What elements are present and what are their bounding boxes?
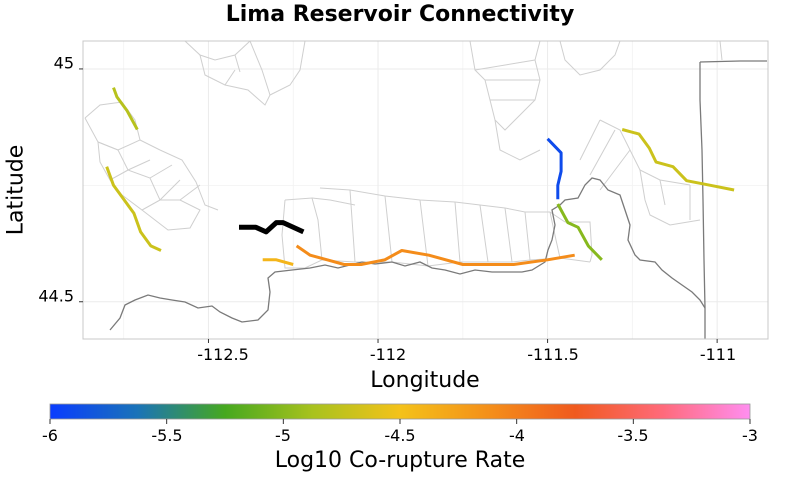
rupture-segment: [239, 220, 305, 235]
fault-outline: [269, 41, 306, 96]
colorbar-tick-label: -5: [275, 426, 291, 445]
rupture-segment: [546, 137, 563, 200]
fault-outline: [579, 119, 631, 191]
rupture-segment: [295, 244, 575, 266]
fault-outline: [84, 101, 141, 151]
colorbar-tick-label: -4.5: [384, 426, 416, 445]
fault-outline: [549, 211, 593, 263]
colorbar-tick-label: -3: [742, 426, 758, 445]
x-tick-label: -111.5: [527, 345, 579, 364]
colorbar: [49, 403, 751, 420]
fault-outline: [141, 199, 201, 231]
y-axis-label: Latitude: [3, 144, 29, 236]
fault-outline: [127, 139, 201, 201]
chart-title: Lima Reservoir Connectivity: [225, 2, 575, 27]
x-tick-label: -112: [369, 345, 407, 364]
state-boundary-line: [699, 60, 767, 63]
panel-border: [82, 40, 769, 340]
rupture-segment: [105, 166, 162, 252]
fault-outline: [199, 41, 271, 106]
fault-outline: [281, 197, 323, 269]
rupture-segment: [112, 87, 139, 131]
fault-outline: [719, 41, 723, 61]
colorbar-tick-label: -4: [509, 426, 525, 445]
fault-subsection-outlines: [84, 41, 723, 269]
state-boundary-line: [699, 62, 706, 339]
fault-outline: [659, 179, 691, 220]
colorbar-tick-label: -3.5: [617, 426, 649, 445]
fault-outline: [494, 119, 541, 161]
y-tick-label: 45: [53, 53, 74, 73]
y-tick-label: 44.5: [38, 286, 74, 306]
colorbar-tick-label: -6: [42, 426, 58, 445]
x-tick-label: -111: [699, 345, 737, 364]
x-axis-label: Longitude: [370, 368, 480, 393]
x-tick-label: -112.5: [197, 345, 249, 364]
fault-outline: [159, 149, 219, 211]
fault-outline: [349, 189, 531, 267]
fault-outline: [184, 41, 251, 61]
fault-outline: [639, 169, 701, 226]
fault-outline: [311, 197, 356, 206]
fault-outline: [474, 59, 540, 101]
rupture-segment: [262, 258, 294, 266]
colorbar-label: Log10 Co-rupture Rate: [274, 448, 526, 473]
rupture-segment: [556, 203, 603, 261]
colorbar-tick-label: -5.5: [151, 426, 183, 445]
rupture-segment: [621, 128, 735, 192]
fault-outline: [224, 54, 241, 86]
state-boundary-line: [109, 177, 706, 331]
fault-outline: [599, 119, 691, 186]
fault-outline: [469, 41, 541, 131]
fault-outline: [319, 187, 550, 213]
fault-outline: [559, 41, 621, 76]
state-boundaries: [109, 60, 767, 339]
